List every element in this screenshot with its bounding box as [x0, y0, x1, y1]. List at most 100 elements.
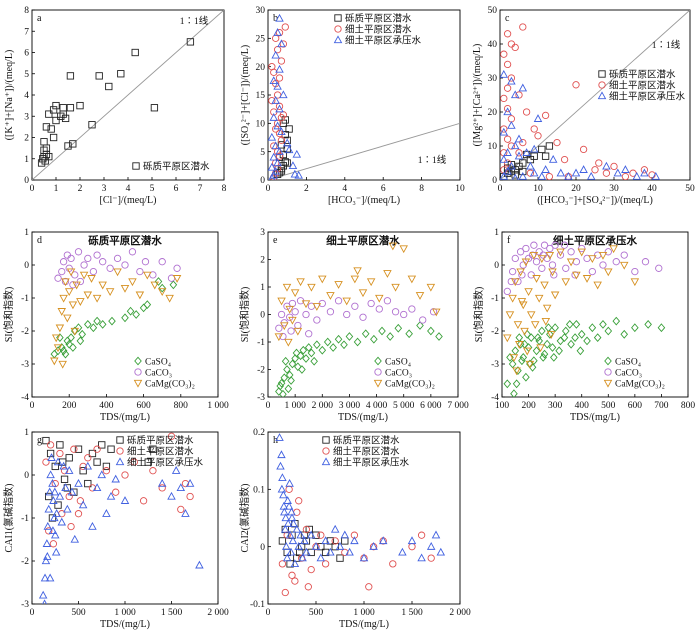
data-point [529, 251, 539, 260]
data-point [78, 500, 88, 509]
data-point [427, 554, 435, 562]
data-point [612, 316, 621, 326]
x-axis-label: TDS/(mg/L) [339, 619, 389, 630]
data-point [281, 524, 290, 533]
y-tick-label: 8 [24, 6, 29, 16]
x-axis-label: TDS/(mg/L) [338, 412, 388, 423]
data-point [93, 458, 101, 466]
data-point [74, 323, 83, 333]
data-point [49, 496, 58, 504]
data-point [44, 504, 53, 513]
x-tick-label: 7 000 [447, 401, 469, 411]
data-point [432, 308, 441, 317]
data-point [63, 484, 71, 492]
data-point [521, 258, 531, 267]
data-point [507, 142, 516, 150]
y-tick-label: 3 [260, 228, 265, 238]
data-point [548, 154, 558, 163]
data-point [68, 301, 78, 310]
data-point [282, 553, 292, 562]
data-point [181, 509, 190, 517]
data-point [176, 483, 186, 492]
data-points [38, 432, 204, 604]
data-point [576, 346, 585, 356]
x-tick-label: 1 000 [207, 401, 229, 411]
data-point [506, 353, 514, 362]
panel-label: g [37, 435, 42, 446]
data-point [641, 258, 650, 266]
data-point [407, 275, 417, 284]
data-point [378, 536, 388, 545]
data-point [126, 306, 135, 316]
data-point [530, 241, 538, 249]
data-point [288, 299, 297, 308]
data-point [287, 327, 295, 335]
data-point [54, 274, 62, 282]
data-point [80, 261, 88, 269]
data-point [65, 454, 73, 462]
data-point [555, 346, 563, 356]
data-point [290, 559, 300, 568]
data-point [560, 155, 569, 164]
legend-marker [334, 14, 342, 22]
data-point [59, 258, 68, 266]
data-point [510, 90, 520, 99]
data-point [76, 336, 85, 346]
data-point [284, 145, 294, 154]
data-point [167, 432, 176, 440]
data-point [76, 101, 84, 110]
data-point [58, 360, 67, 369]
data-point [88, 484, 97, 492]
x-tick-label: 0 [266, 608, 271, 618]
legend-label: CaMg(CO₃)₂ [615, 379, 665, 390]
data-point [369, 542, 378, 550]
data-point [631, 323, 639, 333]
data-point [97, 470, 107, 479]
data-point [298, 365, 306, 374]
data-point [288, 316, 297, 325]
legend-marker [598, 70, 606, 78]
data-point [108, 316, 116, 326]
data-point [51, 334, 61, 343]
data-point [47, 125, 55, 133]
data-point [287, 507, 296, 516]
data-point [551, 323, 559, 333]
data-point [292, 524, 302, 533]
data-point [304, 583, 312, 591]
data-points [268, 13, 303, 180]
data-point [136, 267, 144, 276]
data-point [275, 152, 284, 160]
data-point [47, 453, 56, 461]
data-point [61, 278, 70, 287]
data-point [43, 521, 53, 530]
data-point [572, 320, 581, 329]
data-point [533, 114, 543, 122]
data-point [571, 168, 581, 177]
data-point [282, 283, 292, 292]
y-axis-label: SI(饱和指数) [472, 287, 485, 343]
data-point [167, 491, 176, 500]
data-point [277, 39, 286, 48]
data-point [302, 310, 310, 319]
data-point [550, 353, 558, 362]
data-point [55, 491, 65, 500]
chart-panel-d: 0 200 400 600 800 1 000 -4 -3 -2 -1 0 1 TDS/(mg/L) SI… [2, 228, 229, 423]
data-point [342, 297, 351, 306]
y-tick-label: 2 [24, 134, 29, 144]
data-point [408, 305, 416, 313]
data-point [40, 573, 50, 582]
data-point [50, 513, 59, 522]
x-tick-label: 8 [222, 184, 227, 194]
data-point [500, 127, 509, 136]
data-point [277, 450, 286, 459]
data-point [510, 141, 520, 150]
y-tick-label: -1 [491, 294, 499, 304]
legend-label: 细土平原区潜水 [345, 24, 412, 36]
x-tick-label: 6 000 [420, 401, 442, 411]
x-tick-label: 10 [533, 184, 543, 194]
legend-label: 细土平原区潜水 [333, 446, 400, 458]
data-point [51, 547, 61, 556]
data-point [57, 517, 67, 526]
data-point [548, 343, 557, 352]
